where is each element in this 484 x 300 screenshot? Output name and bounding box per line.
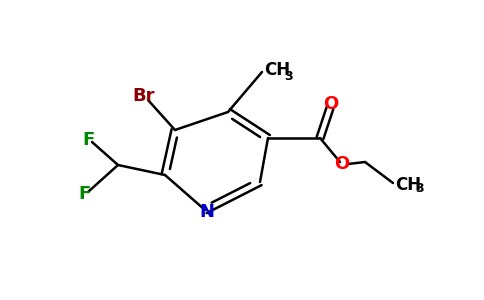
Text: N: N: [199, 203, 214, 221]
Text: O: O: [323, 95, 339, 113]
Text: F: F: [82, 131, 94, 149]
Text: F: F: [78, 185, 90, 203]
Text: CH: CH: [395, 176, 421, 194]
Text: O: O: [334, 155, 349, 173]
Text: Br: Br: [133, 87, 155, 105]
Text: CH: CH: [264, 61, 290, 79]
Text: 3: 3: [284, 70, 293, 83]
Text: 3: 3: [415, 182, 424, 196]
